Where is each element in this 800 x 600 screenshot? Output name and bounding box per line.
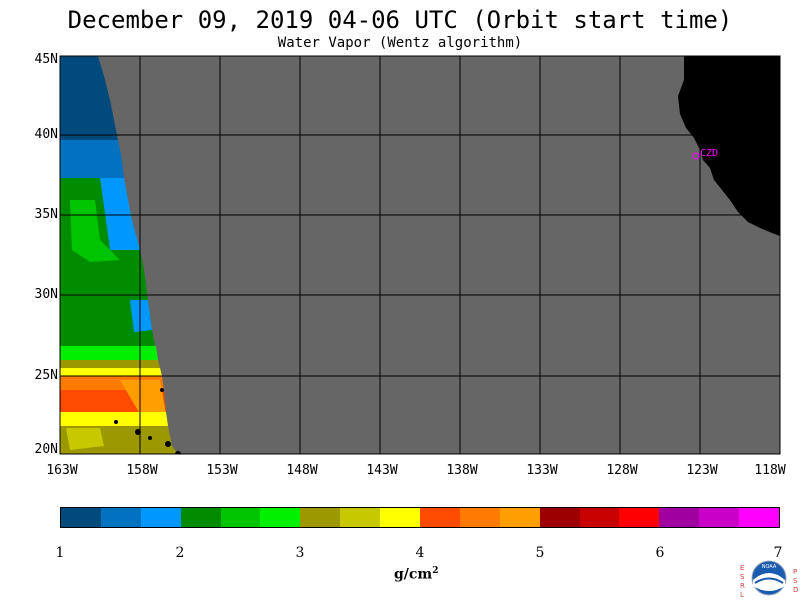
colorbar-swatch xyxy=(340,508,381,527)
lat-lon-grid xyxy=(60,56,780,454)
lon-label-148w: 148W xyxy=(286,463,318,478)
logo-left-letters: E xyxy=(740,564,744,572)
colorbar-tick-6: 6 xyxy=(655,545,665,561)
lon-label-123w: 123W xyxy=(686,463,718,478)
lat-label-40n: 40N xyxy=(34,127,58,142)
colorbar-swatch xyxy=(420,508,460,527)
colorbar-swatch xyxy=(699,508,740,527)
lon-label-133w: 133W xyxy=(526,463,558,478)
colorbar-tick-2: 2 xyxy=(175,545,185,561)
colorbar-tick-5: 5 xyxy=(535,545,545,561)
colorbar-swatch xyxy=(659,508,700,527)
swath-band-lightblue xyxy=(100,178,140,250)
colorbar-tick-3: 3 xyxy=(295,545,305,561)
station-czd-marker xyxy=(692,152,700,160)
colorbar-units: g/cm2 xyxy=(394,566,439,583)
colorbar-swatch xyxy=(180,508,221,527)
lon-label-128w: 128W xyxy=(606,463,638,478)
colorbar-tick-4: 4 xyxy=(415,545,425,561)
lat-label-30n: 30N xyxy=(34,287,58,302)
page-title: December 09, 2019 04-06 UTC (Orbit start… xyxy=(67,6,733,34)
swath-band-yellow-2 xyxy=(60,412,168,426)
lon-label-118w: 118W xyxy=(754,463,786,478)
swath-band-blue xyxy=(60,140,124,178)
land-mass xyxy=(678,56,780,236)
lat-label-20n: 20N xyxy=(34,442,58,457)
colorbar-swatch xyxy=(459,508,500,527)
colorbar xyxy=(60,507,780,528)
swath-band-lightblue-2 xyxy=(130,300,152,332)
page-subtitle: Water Vapor (Wentz algorithm) xyxy=(277,35,523,51)
colorbar-swatch xyxy=(380,508,421,527)
units-base: g/cm xyxy=(394,566,433,583)
logo-center-text: NOAA xyxy=(762,564,777,570)
colorbar-swatch xyxy=(739,508,780,527)
colorbar-tick-7: 7 xyxy=(773,545,783,561)
colorbar-swatch xyxy=(100,508,141,527)
swath-band-amber xyxy=(120,380,166,414)
logo-right-letters: P xyxy=(793,568,797,576)
colorbar-swatch xyxy=(61,508,101,527)
hawaii-islands xyxy=(114,388,181,454)
colorbar-tick-1: 1 xyxy=(55,545,65,561)
svg-text:S: S xyxy=(793,577,798,585)
svg-text:R: R xyxy=(740,582,745,590)
swath-band-yellowgreen xyxy=(66,428,104,450)
lat-label-25n: 25N xyxy=(34,368,58,383)
colorbar-swatch xyxy=(619,508,660,527)
colorbar-swatch xyxy=(260,508,301,527)
swath-band-yellow xyxy=(60,368,162,376)
lat-label-45n: 45N xyxy=(34,52,58,67)
swath-band-lime xyxy=(60,346,158,360)
colorbar-swatch xyxy=(140,508,181,527)
station-czd-label: CZD xyxy=(700,148,718,159)
svg-text:S: S xyxy=(740,573,745,581)
map-border xyxy=(59,55,781,455)
lat-label-35n: 35N xyxy=(34,207,58,222)
colorbar-swatch xyxy=(300,508,341,527)
no-data-area xyxy=(60,56,780,454)
colorbar-swatch xyxy=(499,508,540,527)
noaa-esrl-psd-logo: E S R L NOAA P S D xyxy=(740,560,798,599)
units-exponent: 2 xyxy=(432,566,439,576)
lon-label-153w: 153W xyxy=(206,463,238,478)
lon-label-163w: 163W xyxy=(46,463,78,478)
lon-label-143w: 143W xyxy=(366,463,398,478)
colorbar-swatch xyxy=(539,508,580,527)
swath-band-darkblue xyxy=(60,56,118,140)
swath-band-olive xyxy=(60,360,160,368)
colorbar-swatch xyxy=(220,508,261,527)
svg-text:L: L xyxy=(740,591,744,599)
svg-text:D: D xyxy=(793,586,798,594)
lon-label-138w: 138W xyxy=(446,463,478,478)
lon-label-158w: 158W xyxy=(126,463,158,478)
colorbar-swatch xyxy=(579,508,620,527)
